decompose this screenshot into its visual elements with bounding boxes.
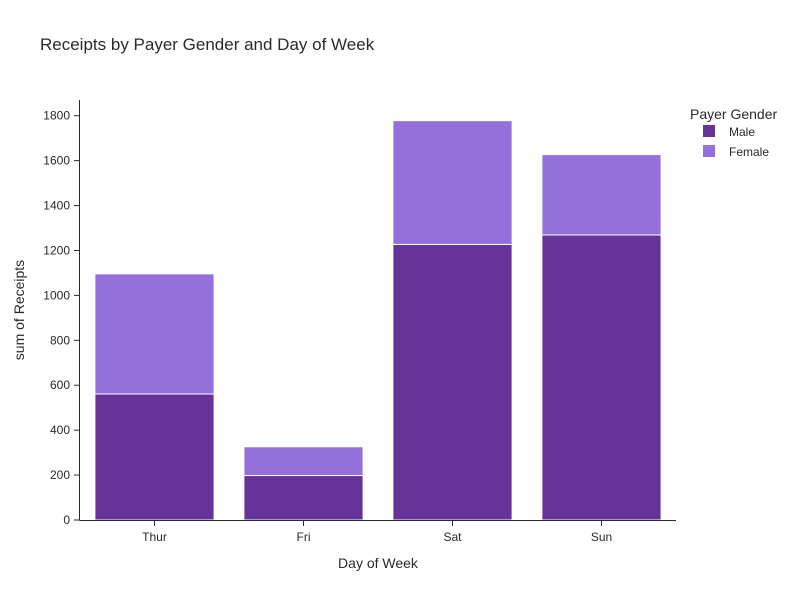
bar-male-thur[interactable] [94,393,215,521]
x-axis-title: Day of Week [338,555,419,571]
bar-male-sat[interactable] [392,243,513,521]
bar-male-fri[interactable] [243,475,364,521]
bar-female-thur[interactable] [94,273,215,395]
y-axis-ticks: 0 200 400 600 800 1000 1200 1400 1600 1800 [43,109,80,527]
y-axis-title: sum of Receipts [11,260,27,360]
legend-swatch-female[interactable] [703,145,715,157]
x-tick-label-sat: Sat [443,530,462,544]
legend-label-female[interactable]: Female [729,145,769,159]
x-tick-label-thur: Thur [142,530,167,544]
chart-title: Receipts by Payer Gender and Day of Week [40,35,375,54]
legend-swatch-male[interactable] [703,125,715,137]
bar-female-sat[interactable] [392,120,513,245]
legend-label-male[interactable]: Male [729,125,755,139]
legend-title: Payer Gender [690,106,777,122]
y-tick-label: 1800 [43,109,70,123]
y-tick-label: 1400 [43,199,70,213]
x-tick-label-sun: Sun [591,530,612,544]
y-tick-label: 0 [63,513,70,527]
x-axis-ticks: Thur Fri Sat Sun [142,520,612,544]
y-tick-label: 1000 [43,288,70,302]
bar-female-fri[interactable] [243,446,364,477]
y-tick-label: 600 [50,378,70,392]
y-tick-label: 800 [50,333,70,347]
y-tick-label: 1200 [43,243,70,257]
legend[interactable]: Payer Gender Male Female [690,106,777,159]
bars-group [94,120,662,521]
bar-male-sun[interactable] [541,234,662,521]
y-tick-label: 200 [50,468,70,482]
x-tick-label-fri: Fri [297,530,311,544]
bar-female-sun[interactable] [541,154,662,236]
y-tick-label: 400 [50,423,70,437]
y-tick-label: 1600 [43,154,70,168]
